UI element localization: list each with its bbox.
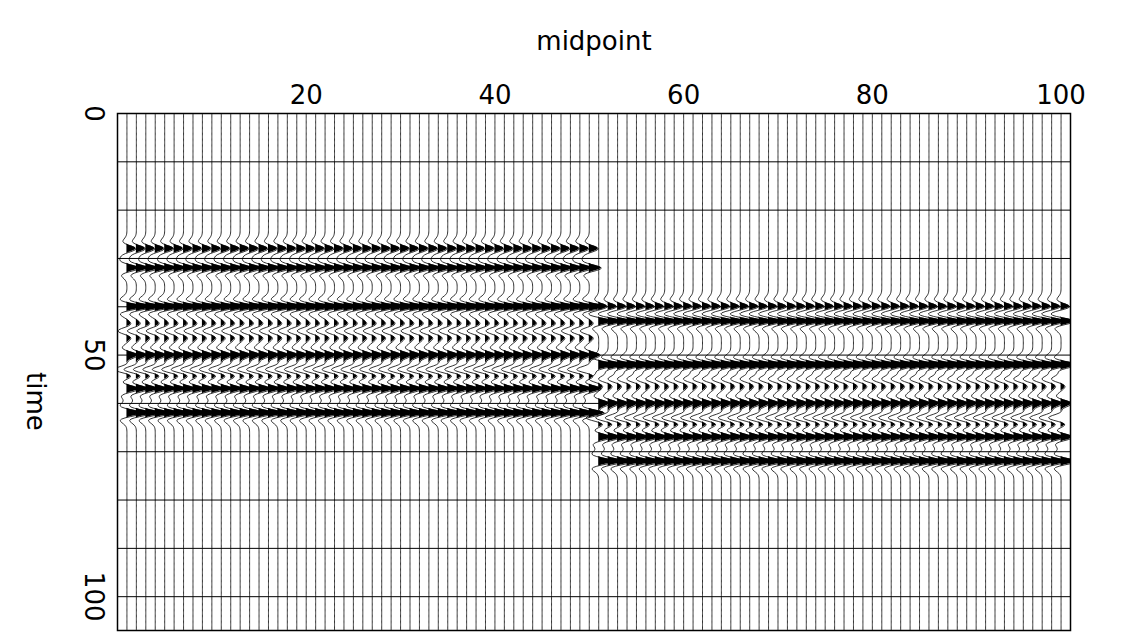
svg-text:0: 0: [79, 105, 109, 122]
svg-text:time: time: [21, 372, 51, 431]
svg-text:100: 100: [79, 572, 109, 622]
svg-text:80: 80: [856, 80, 889, 110]
svg-text:midpoint: midpoint: [536, 26, 651, 56]
svg-text:40: 40: [478, 80, 511, 110]
svg-text:50: 50: [79, 339, 109, 372]
svg-text:100: 100: [1036, 80, 1086, 110]
svg-text:60: 60: [667, 80, 700, 110]
svg-text:20: 20: [290, 80, 323, 110]
